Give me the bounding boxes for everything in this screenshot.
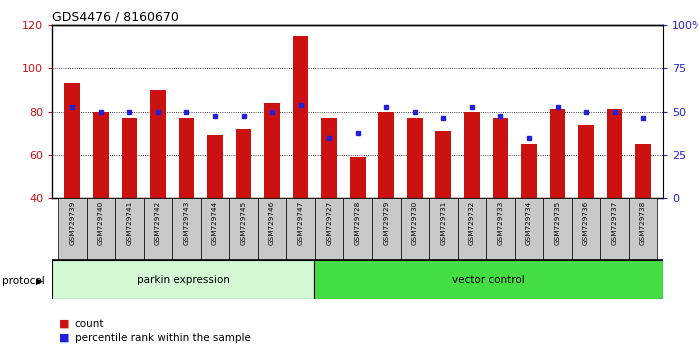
Text: GDS4476 / 8160670: GDS4476 / 8160670 [52,11,179,24]
Text: GSM729734: GSM729734 [526,201,532,245]
Text: ■: ■ [59,319,70,329]
Bar [58,198,87,260]
Text: GSM729735: GSM729735 [554,201,560,245]
Bar [458,198,486,260]
Bar [179,118,194,198]
Bar [486,198,514,260]
Bar [93,112,109,198]
Text: GSM729732: GSM729732 [469,201,475,245]
Bar [493,118,508,198]
Bar [286,198,315,260]
Bar [230,198,258,260]
Bar [87,198,115,260]
Text: GSM729729: GSM729729 [383,201,389,245]
Bar [64,83,80,198]
Bar [635,144,651,198]
Text: protocol: protocol [2,276,45,286]
Bar [514,198,543,260]
Bar [52,260,314,299]
Text: GSM729742: GSM729742 [155,201,161,245]
Text: GSM729727: GSM729727 [326,201,332,245]
Bar [350,157,366,198]
Bar [343,198,372,260]
Text: parkin expression: parkin expression [137,275,230,285]
Text: count: count [75,319,104,329]
Bar [321,118,337,198]
Text: GSM729739: GSM729739 [69,201,75,245]
Text: ▶: ▶ [36,277,43,286]
Bar [407,118,423,198]
Text: GSM729733: GSM729733 [498,201,503,245]
Bar [600,198,629,260]
Text: percentile rank within the sample: percentile rank within the sample [75,333,251,343]
Bar [578,125,594,198]
Bar [572,198,600,260]
Bar [121,118,138,198]
Text: GSM729728: GSM729728 [355,201,361,245]
Bar [378,112,394,198]
Bar [201,198,230,260]
Text: GSM729743: GSM729743 [184,201,189,245]
Text: GSM729736: GSM729736 [583,201,589,245]
Text: GSM729741: GSM729741 [126,201,133,245]
Bar [258,198,286,260]
Bar [150,90,166,198]
Text: GSM729747: GSM729747 [297,201,304,245]
Bar [314,260,663,299]
Bar [265,103,280,198]
Bar [549,109,565,198]
Text: GSM729740: GSM729740 [98,201,104,245]
Bar [144,198,172,260]
Bar [115,198,144,260]
Bar [236,129,251,198]
Bar [292,36,309,198]
Text: GSM729730: GSM729730 [412,201,418,245]
Bar [464,112,480,198]
Bar [521,144,537,198]
Bar [315,198,343,260]
Bar [543,198,572,260]
Text: vector control: vector control [452,275,525,285]
Bar [629,198,658,260]
Bar [436,131,451,198]
Bar [207,135,223,198]
Text: GSM729746: GSM729746 [269,201,275,245]
Text: GSM729744: GSM729744 [212,201,218,245]
Bar [172,198,201,260]
Text: GSM729737: GSM729737 [611,201,618,245]
Bar [372,198,401,260]
Bar [401,198,429,260]
Text: ■: ■ [59,333,70,343]
Bar [607,109,623,198]
Bar [429,198,458,260]
Text: GSM729731: GSM729731 [440,201,446,245]
Text: GSM729745: GSM729745 [241,201,246,245]
Text: GSM729738: GSM729738 [640,201,646,245]
